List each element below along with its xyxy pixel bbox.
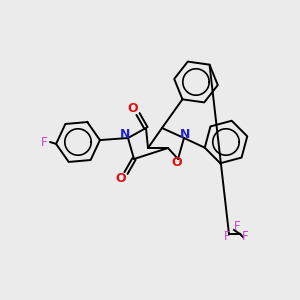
Text: N: N	[120, 128, 130, 140]
Text: F: F	[242, 230, 248, 244]
Text: F: F	[41, 136, 47, 148]
Text: O: O	[172, 157, 182, 169]
Text: N: N	[180, 128, 190, 140]
Text: O: O	[128, 103, 138, 116]
Text: O: O	[116, 172, 126, 184]
Text: F: F	[224, 230, 230, 244]
Text: F: F	[234, 220, 240, 233]
